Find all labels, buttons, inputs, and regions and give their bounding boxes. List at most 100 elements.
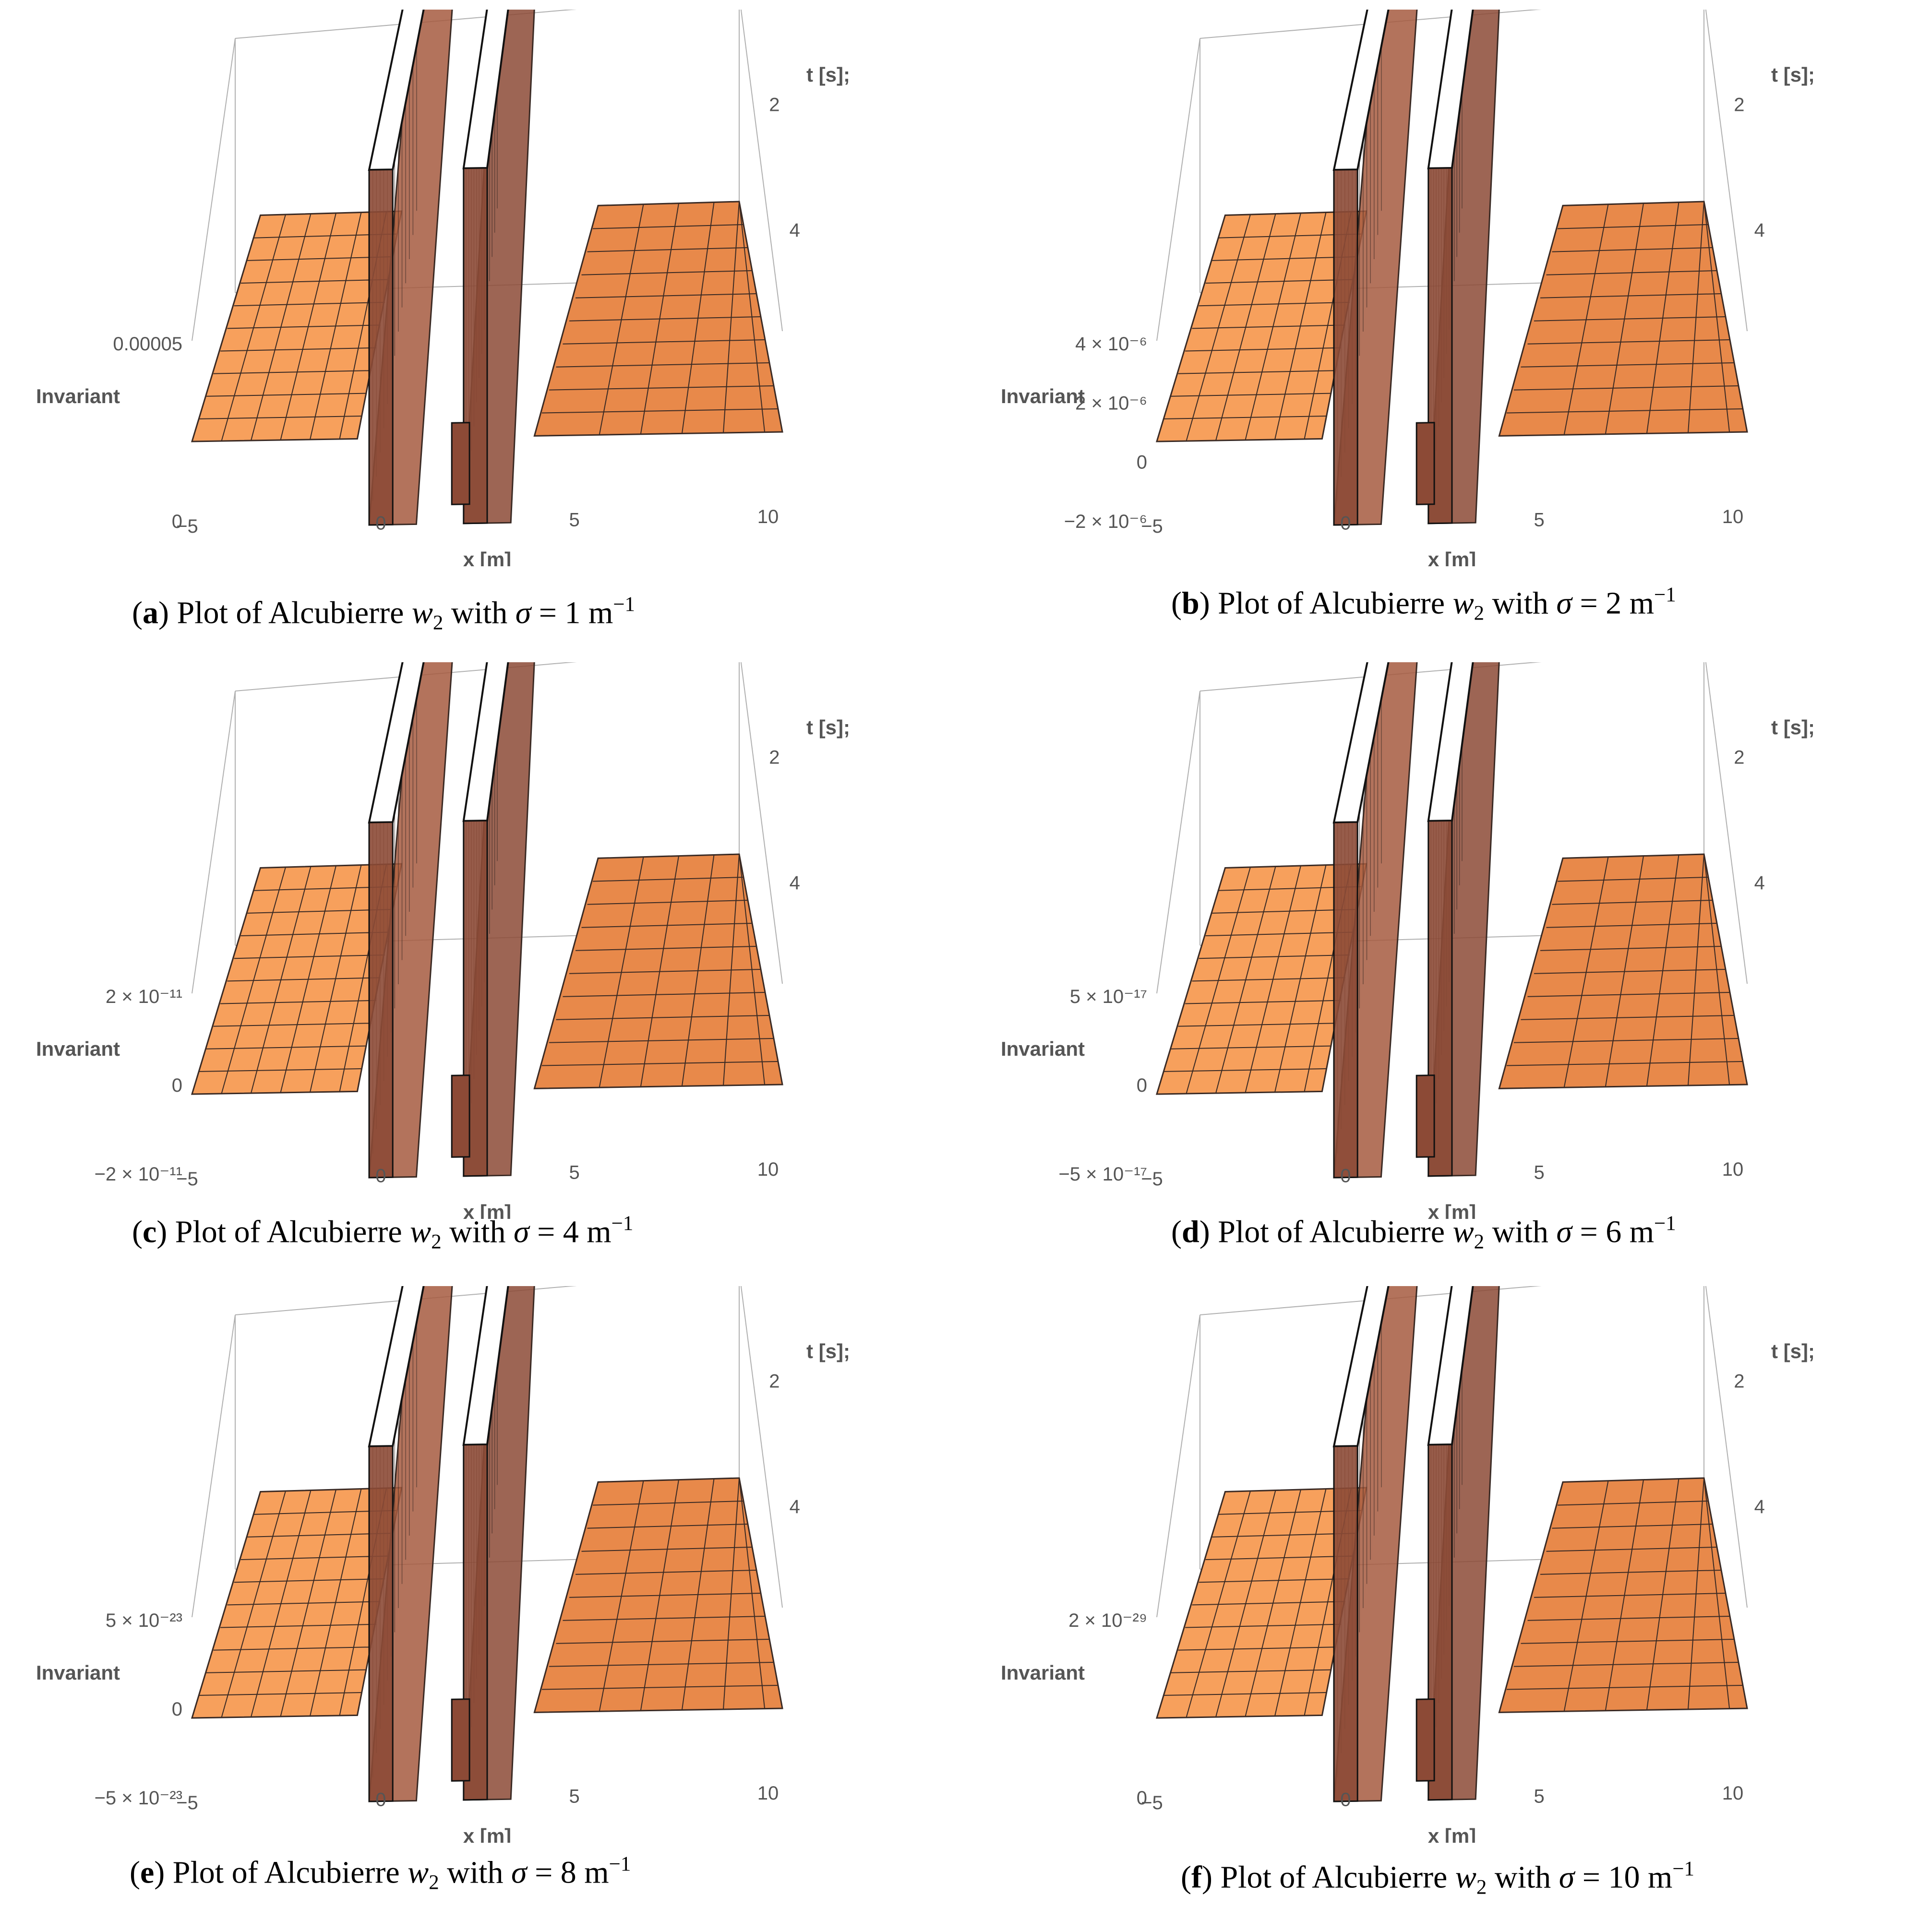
x-tick-label: −5 [176,1792,198,1813]
x-axis-label: x [m] [463,1825,511,1843]
caption-letter: a [142,595,158,631]
caption-with: with [449,1214,506,1250]
caption-exponent: −1 [611,1212,634,1235]
caption-equals: = 8 m [535,1855,609,1890]
caption-exponent: −1 [1654,1212,1676,1235]
x-axis-label: x [m] [463,1201,511,1219]
x-axis-label: x [m] [1428,548,1476,566]
x-tick-label: 5 [569,510,580,531]
z-axis-label: Invariant [36,385,120,407]
x-tick-label: 0 [375,513,386,534]
caption-with: with [1494,1860,1551,1895]
caption-text: Plot of Alcubierre [172,1855,400,1890]
t-tick-label: 4 [790,872,800,894]
x-tick-label: 5 [1534,1786,1545,1807]
caption-equals: = 2 m [1580,585,1655,621]
x-tick-label: −5 [176,516,198,537]
caption-text: Plot of Alcubierre [1218,585,1445,621]
caption-letter: e [140,1855,155,1890]
surface-mesh [1155,10,1748,526]
x-tick-label: 10 [757,506,779,527]
caption-with: with [1492,1214,1548,1250]
caption-symbol: w [410,1214,432,1250]
caption-sigma: σ [1559,1860,1575,1895]
panel-caption-d: (d) Plot of Alcubierre w2 with σ = 6 m−1 [1171,1212,1676,1253]
panel-caption-e: (e) Plot of Alcubierre w2 with σ = 8 m−1 [130,1853,631,1894]
t-tick-label: 2 [1734,95,1744,116]
caption-exponent: −1 [613,593,635,616]
caption-symbol: w [1452,1214,1474,1250]
x-tick-label: 0 [1340,1789,1351,1810]
caption-sigma: σ [1556,585,1572,621]
panel-caption-c: (c) Plot of Alcubierre w2 with σ = 4 m−1 [132,1212,634,1253]
caption-subscript: 2 [429,1871,439,1894]
z-axis-label: Invariant [1001,1661,1085,1684]
x-tick-label: 0 [375,1165,386,1186]
t-tick-label: 2 [1734,747,1744,768]
t-axis-label: t [s]; [806,716,850,739]
surface-mesh [1155,662,1748,1179]
caption-text: Plot of Alcubierre [1220,1860,1448,1895]
caption-subscript: 2 [1474,602,1485,625]
caption-subscript: 2 [431,1230,442,1253]
x-tick-label: 5 [1534,510,1545,531]
t-tick-label: 4 [790,1496,800,1517]
caption-symbol: w [408,1855,429,1890]
x-tick-label: 10 [1722,1783,1744,1804]
z-tick-label: −5 × 10⁻²³ [95,1788,182,1809]
caption-text: Plot of Alcubierre [177,595,404,631]
caption-with: with [447,1855,504,1890]
surface-mesh [191,10,783,526]
caption-equals: = 6 m [1580,1214,1655,1250]
x-tick-label: −5 [1141,1169,1163,1190]
t-tick-label: 4 [1754,1496,1765,1517]
caption-letter: c [142,1214,157,1250]
t-tick-label: 2 [769,95,780,116]
t-tick-label: 4 [1754,872,1765,894]
panel-caption-a: (a) Plot of Alcubierre w2 with σ = 1 m−1 [132,593,635,634]
x-tick-label: −5 [176,1169,198,1190]
z-axis-label: Invariant [1001,385,1085,407]
z-tick-label: 0 [172,511,182,532]
x-axis-label: x [m] [1428,1825,1476,1843]
caption-equals: = 10 m [1582,1860,1673,1895]
z-axis-label: Invariant [1001,1038,1085,1060]
t-axis-label: t [s]; [806,63,850,86]
caption-symbol: w [1455,1860,1476,1895]
z-tick-label: 2 × 10⁻²⁹ [1068,1610,1147,1631]
panel-caption-f: (f) Plot of Alcubierre w2 with σ = 10 m−… [1181,1858,1694,1899]
caption-subscript: 2 [1474,1230,1485,1253]
x-tick-label: 5 [569,1786,580,1807]
caption-sigma: σ [1556,1214,1572,1250]
z-tick-label: 0 [1137,1075,1147,1096]
z-tick-label: 0 [1137,452,1147,473]
x-tick-label: 0 [1340,1165,1351,1186]
caption-exponent: −1 [1654,584,1676,606]
x-tick-label: 10 [1722,506,1744,527]
x-tick-label: 10 [757,1783,779,1804]
z-tick-label: 0 [172,1075,182,1096]
t-tick-label: 2 [769,1371,780,1392]
t-axis-label: t [s]; [1771,1340,1815,1362]
caption-symbol: w [411,595,433,631]
z-tick-label: −2 × 10⁻⁶ [1064,511,1147,532]
z-tick-label: 0.00005 [113,334,182,355]
z-axis-label: Invariant [36,1038,120,1060]
z-tick-label: 0 [1137,1788,1147,1809]
z-tick-label: 5 × 10⁻¹⁷ [1070,986,1147,1007]
t-tick-label: 2 [1734,1371,1744,1392]
caption-text: Plot of Alcubierre [175,1214,402,1250]
z-tick-label: 4 × 10⁻⁶ [1075,334,1147,355]
x-tick-label: 5 [569,1162,580,1183]
z-tick-label: 0 [172,1699,182,1720]
z-tick-label: 5 × 10⁻²³ [106,1610,182,1631]
caption-letter: f [1191,1860,1202,1895]
